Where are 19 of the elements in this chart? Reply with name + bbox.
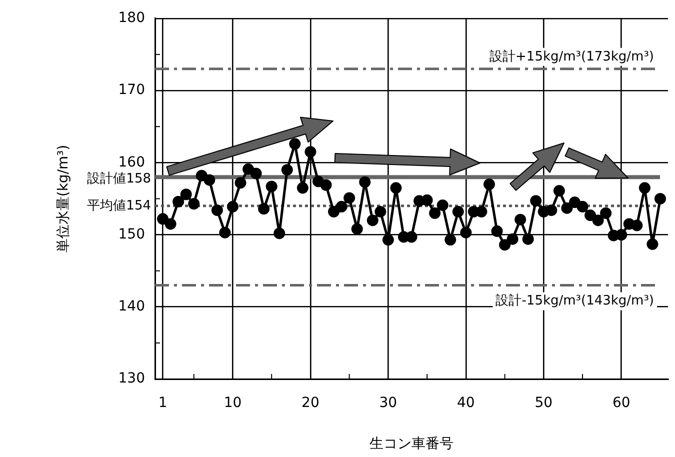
y-tick-label: 150 <box>118 226 145 242</box>
x-tick-label: 40 <box>456 395 475 412</box>
y-tick-label: 130 <box>118 370 145 387</box>
y-axis-title: 単位水量(kg/m³) <box>56 144 72 253</box>
x-axis-title: 生コン車番号 <box>370 436 454 452</box>
x-tick-label: 10 <box>224 395 242 412</box>
x-tick-label: 50 <box>534 395 553 412</box>
ref-line-label: 平均値154 <box>87 198 151 214</box>
x-tick-label: 30 <box>379 395 398 412</box>
x-tick-label: 20 <box>302 395 320 412</box>
y-tick-label: 170 <box>118 82 145 98</box>
ref-line-label: 設計値158 <box>87 171 151 186</box>
ref-line-label: 設計-15kg/m³(143kg/m³) <box>496 294 654 309</box>
y-tick-label: 160 <box>118 154 145 170</box>
x-tick-label: 1 <box>158 395 168 412</box>
y-tick-label: 180 <box>118 10 145 26</box>
ref-line-label: 設計+15kg/m³(173kg/m³) <box>490 49 654 64</box>
x-tick-label: 60 <box>612 395 630 412</box>
y-tick-label: 140 <box>118 298 145 315</box>
